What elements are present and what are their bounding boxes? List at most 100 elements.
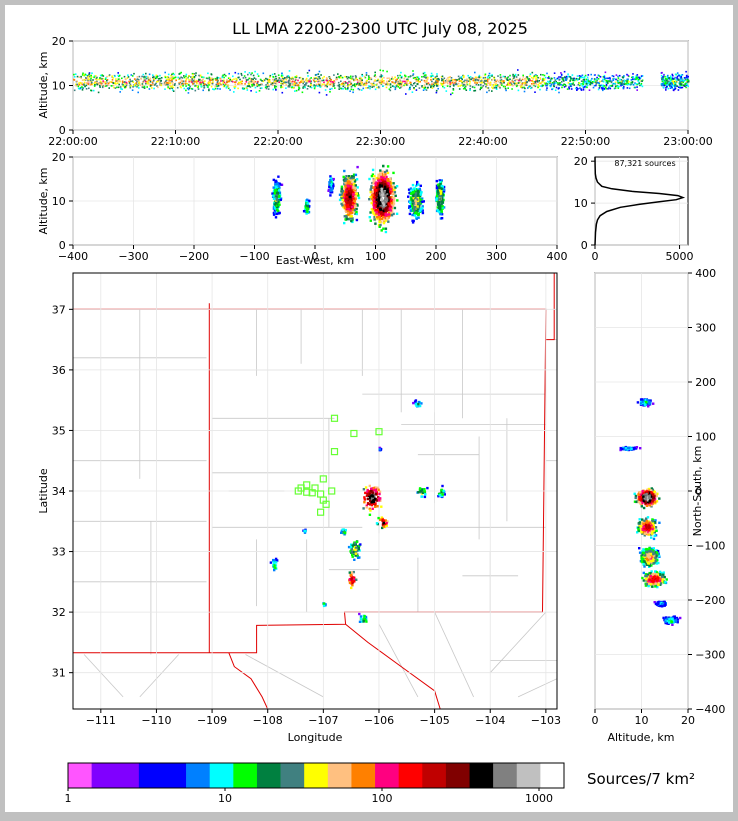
density-cell <box>416 89 418 91</box>
density-cell <box>570 83 572 85</box>
density-cell <box>381 188 383 190</box>
density-cell <box>614 78 616 80</box>
density-cell <box>388 213 390 215</box>
density-cell <box>356 166 358 168</box>
density-cell <box>347 185 349 187</box>
density-cell <box>381 182 383 184</box>
density-cell <box>608 87 610 89</box>
density-cell <box>424 80 426 82</box>
density-cell <box>542 74 544 76</box>
density-cell <box>220 78 222 80</box>
density-cell <box>632 82 634 84</box>
density-cell <box>686 75 688 77</box>
density-cell <box>398 86 400 88</box>
density-cell <box>156 77 158 79</box>
density-cell <box>440 213 442 215</box>
density-cell <box>412 85 414 87</box>
density-cell <box>290 81 292 83</box>
density-cell <box>534 91 536 93</box>
density-cell <box>381 229 383 231</box>
density-cell <box>577 75 579 77</box>
density-cell <box>636 89 638 91</box>
density-cell <box>97 84 99 86</box>
density-cell <box>366 83 368 85</box>
density-cell <box>76 81 78 83</box>
density-cell <box>251 72 253 74</box>
density-cell <box>504 78 506 80</box>
density-cell <box>682 74 684 76</box>
density-cell <box>187 88 189 90</box>
density-cell <box>412 91 414 93</box>
density-cell <box>100 75 102 77</box>
density-cell <box>633 76 635 78</box>
density-cell <box>130 87 132 89</box>
density-cell <box>416 205 418 207</box>
density-cell <box>275 78 277 80</box>
density-cell <box>583 89 585 91</box>
density-cell <box>82 84 84 86</box>
density-cell <box>103 75 105 77</box>
density-cell <box>159 83 161 85</box>
density-cell <box>319 71 321 73</box>
density-cell <box>272 84 274 86</box>
density-cell <box>335 78 337 80</box>
density-cell <box>380 176 382 178</box>
x-tick-label: 22:50:00 <box>561 135 610 148</box>
density-cell <box>330 79 332 81</box>
density-cell <box>438 205 440 207</box>
density-cell <box>86 88 88 90</box>
density-cell <box>108 83 110 85</box>
density-cell <box>81 86 83 88</box>
density-cell <box>248 78 250 80</box>
density-cell <box>99 86 101 88</box>
density-cell <box>193 80 195 82</box>
density-cell <box>540 85 542 87</box>
density-cell <box>200 84 202 86</box>
density-cell <box>235 82 237 84</box>
density-cell <box>504 76 506 78</box>
density-cell <box>95 82 97 84</box>
density-cell <box>440 200 442 202</box>
density-cell <box>382 165 384 167</box>
density-cell <box>178 73 180 75</box>
density-cell <box>516 83 518 85</box>
density-cell <box>167 76 169 78</box>
density-cell <box>198 88 200 90</box>
density-cell <box>345 88 347 90</box>
density-cell <box>447 83 449 85</box>
x-tick-label: 100 <box>365 250 386 263</box>
density-cell <box>566 76 568 78</box>
density-cell <box>325 89 327 91</box>
density-cell <box>297 84 299 86</box>
density-cell <box>375 76 377 78</box>
density-cell <box>329 194 331 196</box>
density-cell <box>395 87 397 89</box>
density-cell <box>416 218 418 220</box>
density-cell <box>275 89 277 91</box>
density-cell <box>618 86 620 88</box>
density-cell <box>300 81 302 83</box>
density-cell <box>339 199 341 201</box>
density-cell <box>278 185 280 187</box>
density-cell <box>137 76 139 78</box>
density-cell <box>638 77 640 79</box>
density-cell <box>167 86 169 88</box>
density-cell <box>282 76 284 78</box>
density-cell <box>164 72 166 74</box>
density-cell <box>126 85 128 87</box>
density-cell <box>441 78 443 80</box>
density-cell <box>458 85 460 87</box>
density-cell <box>416 81 418 83</box>
density-cell <box>306 82 308 84</box>
density-cell <box>99 77 101 79</box>
density-cell <box>267 84 269 86</box>
density-cell <box>220 80 222 82</box>
density-cell <box>359 83 361 85</box>
density-cell <box>359 89 361 91</box>
density-cell <box>518 74 520 76</box>
density-cell <box>368 85 370 87</box>
density-cell <box>431 81 433 83</box>
density-cell <box>181 84 183 86</box>
density-cell <box>385 231 387 233</box>
density-cell <box>570 78 572 80</box>
